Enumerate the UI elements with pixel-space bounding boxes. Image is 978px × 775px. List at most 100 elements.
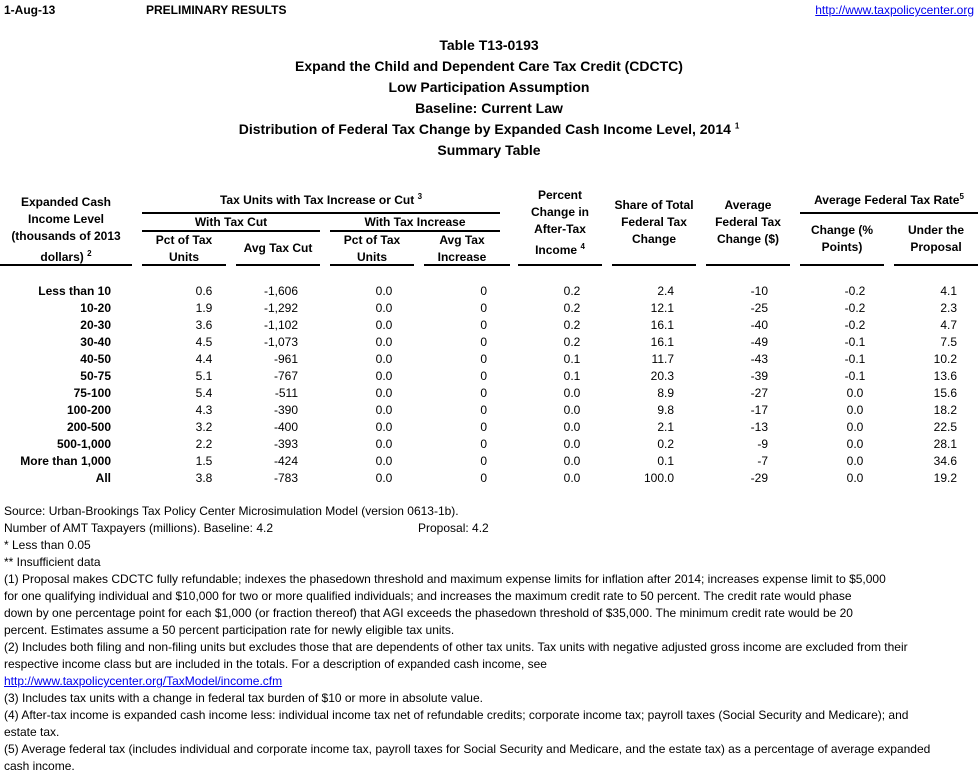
footnote-line: cash income. (4, 759, 75, 773)
income-level: 500-1,000 (56, 437, 111, 451)
rate-change: -0.2 (844, 318, 866, 332)
avg-tax-change: -29 (750, 471, 768, 485)
avg-tax-increase: 0 (480, 318, 487, 332)
pct-units-cut: 4.3 (195, 403, 213, 417)
avg-tax-cut: -767 (273, 369, 298, 383)
rate-under-proposal: 2.3 (940, 301, 957, 315)
amt-note: Number of AMT Taxpayers (millions). Base… (4, 521, 273, 535)
table-title: Expand the Child and Dependent Care Tax … (295, 58, 683, 74)
baseline: Baseline: Current Law (415, 100, 563, 116)
rate-change: -0.1 (844, 335, 866, 349)
header-pct-change-text: Percent Change in After-Tax Income (530, 188, 589, 257)
income-level: 10-20 (80, 301, 111, 315)
pct-change-after-tax: 0.0 (563, 471, 581, 485)
income-level: 20-30 (80, 318, 111, 332)
header-tax-units: Tax Units with Tax Increase or Cut 3 (142, 188, 500, 209)
rate-under-proposal: 34.6 (933, 454, 957, 468)
avg-tax-cut: -1,606 (263, 284, 298, 298)
avg-tax-cut: -961 (273, 352, 298, 366)
header-avg-cut: Avg Tax Cut (243, 241, 313, 255)
avg-tax-cut: -1,292 (263, 301, 298, 315)
pct-change-after-tax: 0.0 (563, 403, 581, 417)
avg-tax-change: -27 (750, 386, 768, 400)
pct-units-cut: 1.9 (195, 301, 213, 315)
pct-units-increase: 0.0 (375, 437, 393, 451)
header-share: Share of Total Federal Tax Change (614, 198, 694, 246)
pct-units-increase: 0.0 (375, 454, 393, 468)
avg-tax-increase: 0 (480, 420, 487, 434)
avg-tax-change: -10 (750, 284, 768, 298)
rate-change: -0.1 (844, 369, 866, 383)
avg-tax-increase: 0 (480, 471, 487, 485)
avg-tax-cut: -1,073 (263, 335, 298, 349)
avg-tax-cut: -424 (273, 454, 298, 468)
tpc-link[interactable]: http://www.taxpolicycenter.org (815, 3, 974, 17)
pct-units-cut: 4.4 (195, 352, 213, 366)
avg-tax-increase: 0 (480, 386, 487, 400)
share-total-change: 2.4 (657, 284, 674, 298)
share-total-change: 8.9 (657, 386, 674, 400)
footnote-mark: 4 (580, 242, 585, 251)
header-pct-units-inc: Pct of Tax Units (343, 233, 401, 264)
rate-under-proposal: 7.5 (940, 335, 957, 349)
rate-under-proposal: 28.1 (933, 437, 957, 451)
income-level: Less than 10 (38, 284, 111, 298)
footnote-mark: 2 (87, 249, 92, 258)
pct-units-cut: 1.5 (195, 454, 213, 468)
header-avg-rate: Average Federal Tax Rate5 (800, 188, 978, 209)
pct-units-increase: 0.0 (375, 352, 393, 366)
header-rate-change: Change (% Points) (810, 223, 873, 254)
rate-under-proposal: 15.6 (933, 386, 957, 400)
share-total-change: 0.2 (657, 437, 674, 451)
pct-units-cut: 3.2 (195, 420, 213, 434)
pct-units-cut: 5.4 (195, 386, 213, 400)
share-total-change: 12.1 (650, 301, 674, 315)
avg-tax-increase: 0 (480, 454, 487, 468)
avg-tax-increase: 0 (480, 284, 487, 298)
rate-under-proposal: 19.2 (933, 471, 957, 485)
rate-change: -0.1 (844, 352, 866, 366)
share-total-change: 11.7 (651, 352, 674, 366)
rate-change: -0.2 (844, 284, 866, 298)
footnote-line: ** Insufficient data (4, 555, 101, 569)
header-avg-rate-text: Average Federal Tax Rate (814, 193, 960, 207)
rate-under-proposal: 10.2 (933, 352, 957, 366)
footnote-line: (4) After-tax income is expanded cash in… (4, 708, 909, 722)
avg-tax-increase: 0 (480, 352, 487, 366)
amt-proposal: Proposal: 4.2 (418, 521, 489, 535)
share-total-change: 2.1 (657, 420, 674, 434)
footnote-line: (2) Includes both filing and non-filing … (4, 640, 908, 654)
pct-units-increase: 0.0 (375, 369, 393, 383)
header-pct-change: Percent Change in After-Tax Income 4 (518, 187, 602, 259)
assumption: Low Participation Assumption (388, 79, 590, 95)
pct-units-increase: 0.0 (375, 318, 393, 332)
share-total-change: 16.1 (650, 318, 674, 332)
income-level: 75-100 (73, 386, 111, 400)
avg-tax-change: -13 (750, 420, 768, 434)
pct-units-increase: 0.0 (375, 335, 393, 349)
avg-tax-increase: 0 (480, 437, 487, 451)
footnote-line: estate tax. (4, 725, 60, 739)
income-level: 50-75 (80, 369, 111, 383)
footnote-line: * Less than 0.05 (4, 538, 91, 552)
income-level: 200-500 (66, 420, 111, 434)
avg-tax-cut: -1,102 (263, 318, 298, 332)
rate-change: -0.2 (844, 301, 866, 315)
rate-under-proposal: 13.6 (933, 369, 957, 383)
header-income: Expanded Cash Income Level (thousands of… (0, 194, 132, 266)
avg-tax-increase: 0 (480, 335, 487, 349)
footnote-line: for one qualifying individual and $10,00… (4, 589, 852, 603)
avg-tax-cut: -390 (273, 403, 298, 417)
pct-change-after-tax: 0.2 (563, 284, 581, 298)
pct-units-increase: 0.0 (375, 420, 393, 434)
income-level: 100-200 (66, 403, 111, 417)
footnote-mark: 3 (417, 192, 423, 201)
income-definition-link[interactable]: http://www.taxpolicycenter.org/TaxModel/… (4, 674, 283, 688)
date: 1-Aug-13 (4, 3, 56, 17)
rate-change: 0.0 (846, 403, 864, 417)
share-total-change: 100.0 (643, 471, 674, 485)
income-level: 30-40 (80, 335, 111, 349)
rate-under-proposal: 4.1 (940, 284, 957, 298)
pct-change-after-tax: 0.0 (563, 454, 581, 468)
